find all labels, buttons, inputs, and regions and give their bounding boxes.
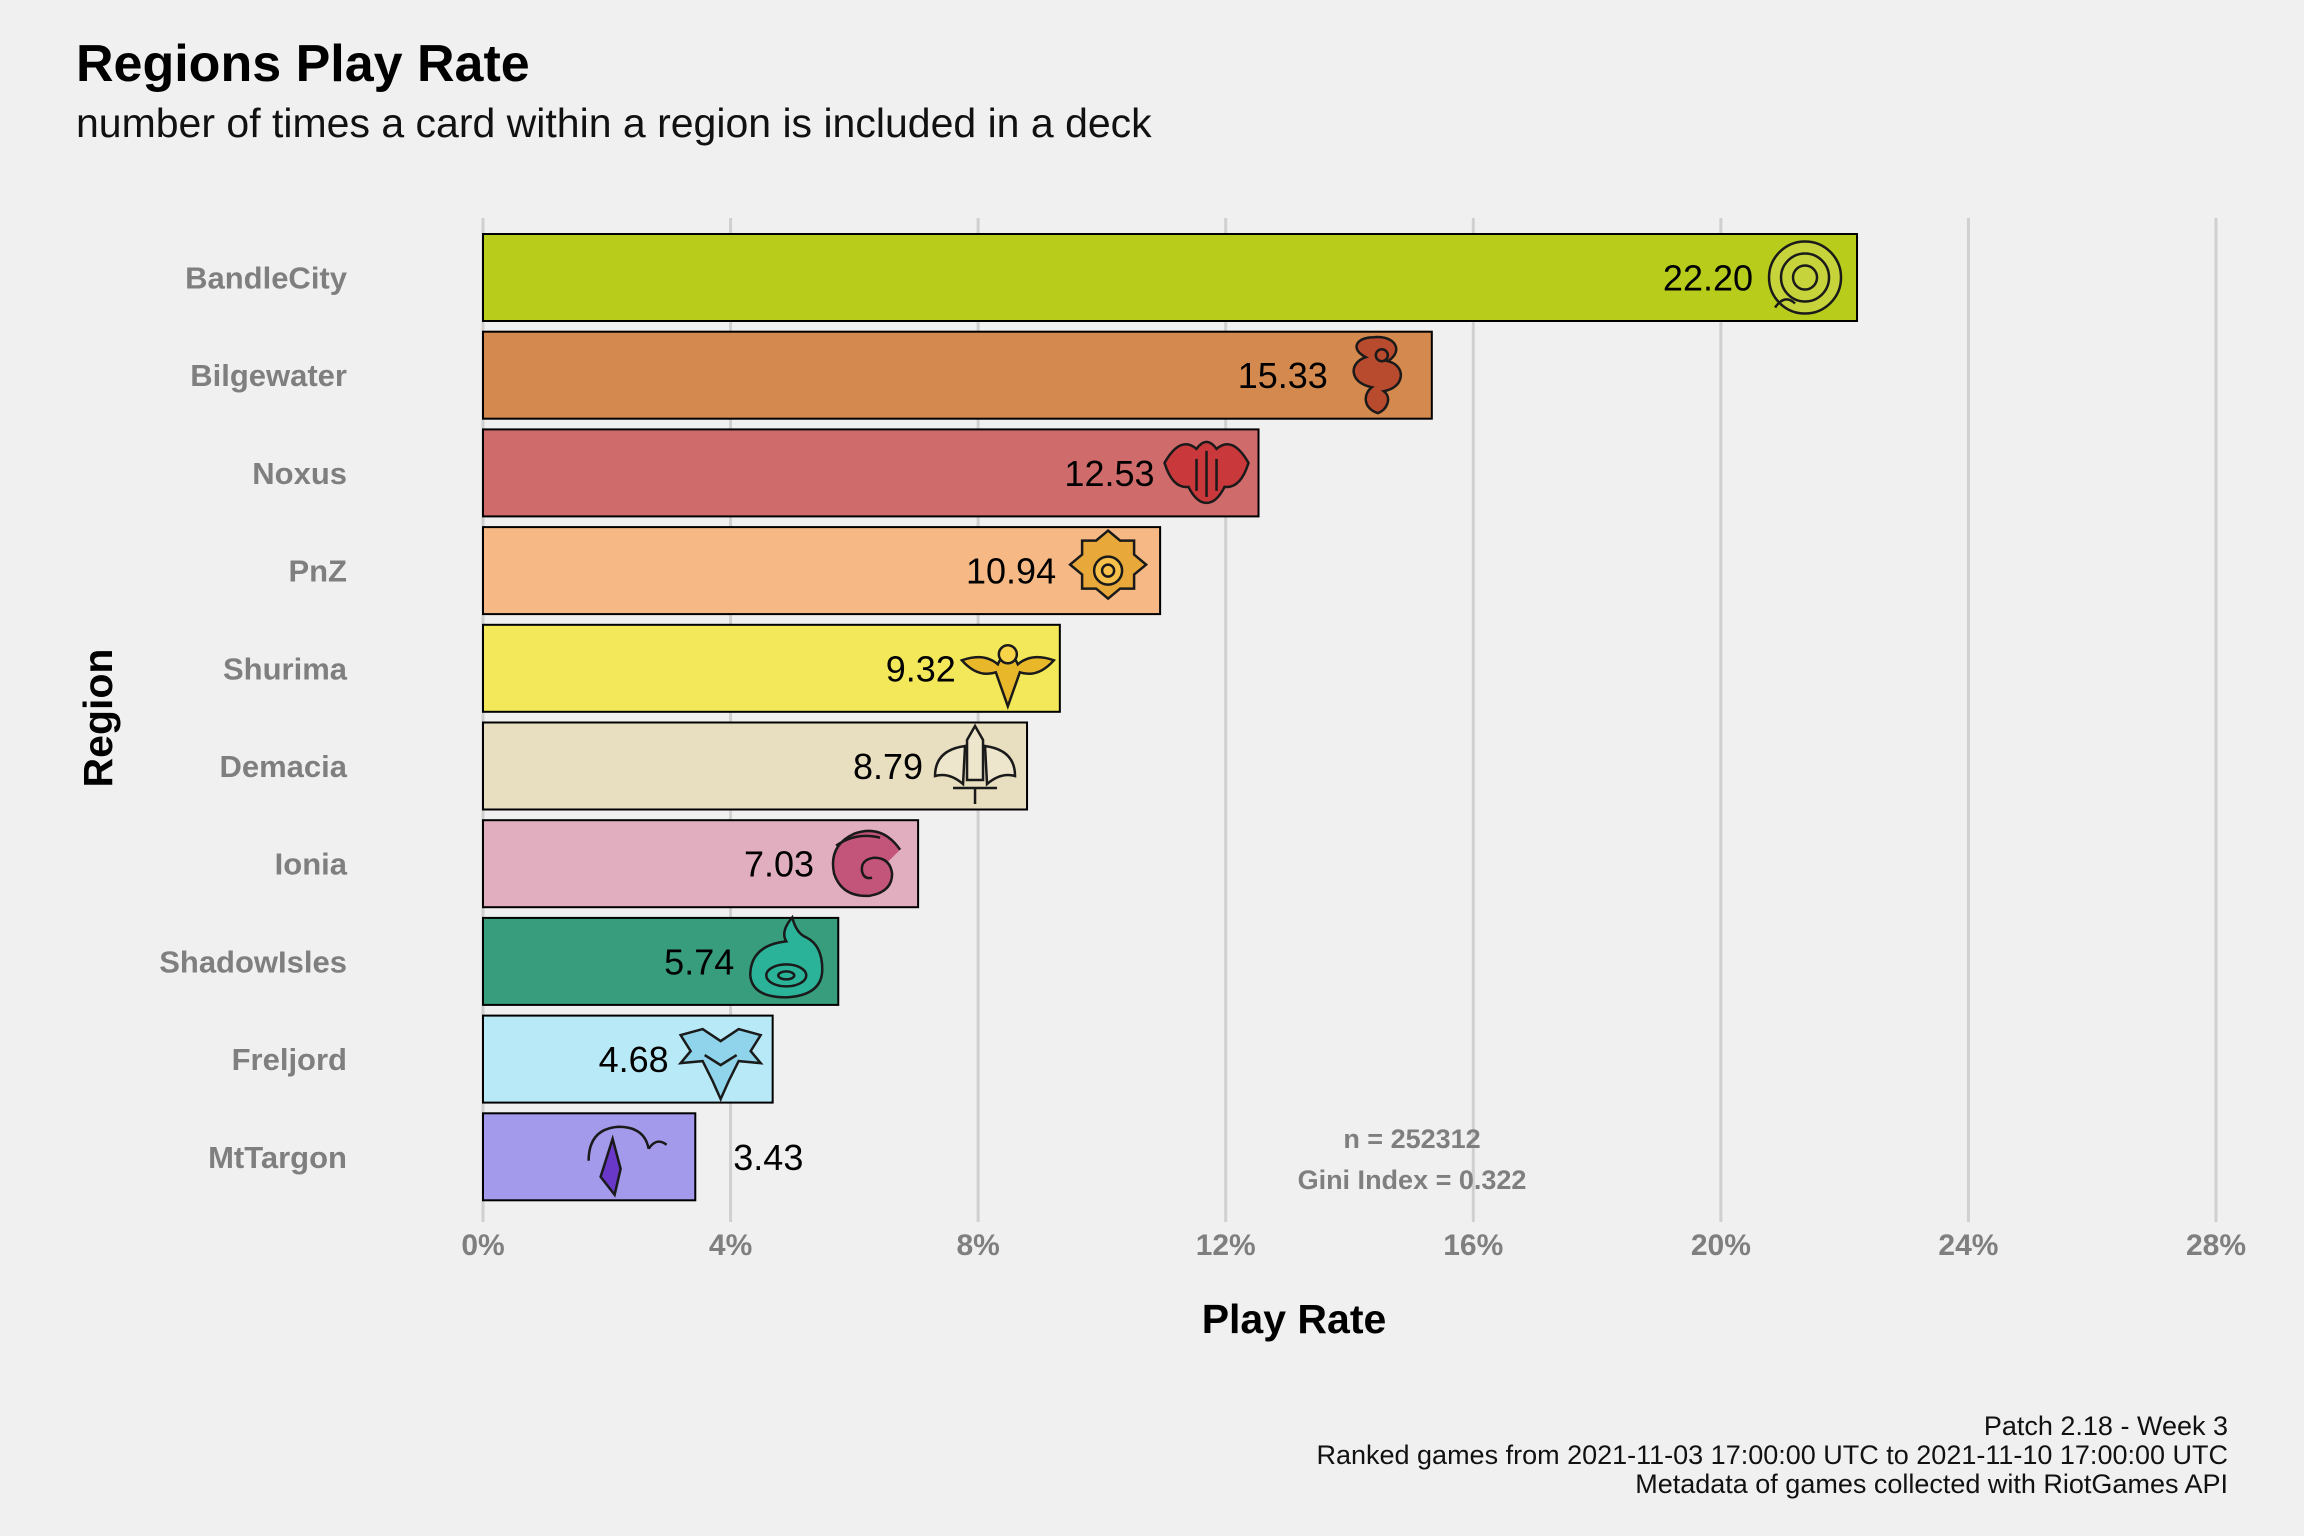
data-label: 4.68 [599, 1039, 669, 1080]
bar-row: 12.53 [482, 428, 1260, 518]
bar [482, 526, 1162, 616]
data-label: 10.94 [966, 551, 1056, 592]
chart-subtitle: number of times a card within a region i… [76, 100, 1152, 146]
x-tick-label: 20% [1691, 1229, 1751, 1262]
bar-row: 7.03 [482, 819, 920, 909]
x-tick-label: 28% [2186, 1229, 2246, 1262]
bar-row: 5.74 [482, 914, 840, 1006]
bar [482, 330, 1433, 420]
category-label: Bilgewater [190, 358, 347, 393]
caption-line-1: Patch 2.18 - Week 3 [1983, 1411, 2228, 1441]
data-label: 22.20 [1663, 258, 1753, 299]
ionia-icon [831, 829, 902, 898]
bandlecity-icon [1767, 240, 1843, 315]
x-tick-label: 4% [709, 1229, 752, 1262]
bar-row: 4.68 [482, 1014, 774, 1104]
y-axis-label: Region [75, 649, 121, 788]
x-tick-labels: 0% 4% 8% 12% 16% 20% 24% 28% [461, 1229, 2246, 1262]
x-tick-label: 12% [1196, 1229, 1256, 1262]
category-label: Ionia [275, 847, 348, 882]
bars: 22.20 15.33 12.53 10.94 9.32 8.79 7.03 5.74 4.68… [482, 233, 1859, 1202]
data-label: 5.74 [664, 941, 734, 982]
caption-line-3: Metadata of games collected with RiotGam… [1635, 1469, 2228, 1499]
category-label: Demacia [219, 749, 347, 784]
annotation-text: Gini Index = 0.322 [1298, 1165, 1527, 1195]
data-label: 8.79 [853, 746, 923, 787]
noxus-icon [1163, 440, 1250, 505]
caption: Patch 2.18 - Week 3 Ranked games from 20… [1316, 1412, 2228, 1499]
bar [482, 623, 1061, 713]
category-label: Freljord [232, 1042, 347, 1077]
bar-row: 15.33 [482, 330, 1433, 420]
freljord-icon [677, 1027, 764, 1103]
category-label: Noxus [252, 456, 347, 491]
bar [482, 428, 1260, 518]
bilgewater-icon [1352, 335, 1403, 415]
chart-title: Regions Play Rate [76, 35, 530, 93]
annotations: n = 252312 Gini Index = 0.322 [1298, 1124, 1527, 1195]
category-label: Shurima [223, 651, 348, 686]
category-label: ShadowIsles [159, 944, 347, 979]
bar-row: 9.32 [482, 623, 1061, 713]
x-axis-label: Play Rate [1202, 1296, 1387, 1342]
category-label: BandleCity [185, 261, 348, 296]
data-label: 12.53 [1064, 453, 1154, 494]
category-label: PnZ [288, 554, 347, 589]
bar-row: 22.20 [482, 233, 1859, 322]
bar-row: 10.94 [482, 526, 1162, 616]
category-labels: BandleCity Bilgewater Noxus PnZ Shurima Demac… [159, 261, 348, 1175]
data-label: 15.33 [1238, 355, 1328, 396]
demacia-icon [933, 723, 1017, 804]
caption-line-2: Ranked games from 2021-11-03 17:00:00 UT… [1316, 1440, 2228, 1470]
x-tick-label: 0% [461, 1229, 504, 1262]
mttargon-icon [587, 1125, 668, 1198]
data-label: 9.32 [886, 648, 956, 689]
data-label: 7.03 [744, 844, 814, 885]
x-tick-label: 8% [956, 1229, 999, 1262]
category-label: MtTargon [208, 1140, 347, 1175]
annotation-text: n = 252312 [1343, 1124, 1480, 1154]
pnz-icon [1068, 528, 1149, 601]
x-tick-label: 24% [1938, 1229, 1998, 1262]
data-label: 3.43 [733, 1137, 803, 1178]
grid-lines [481, 218, 2218, 1222]
bar-row: 3.43 [482, 1112, 803, 1202]
shurima-icon [959, 644, 1056, 711]
bar-row: 8.79 [482, 721, 1029, 811]
bar [482, 233, 1859, 322]
shadowisles-icon [749, 914, 824, 999]
x-tick-label: 16% [1443, 1229, 1503, 1262]
